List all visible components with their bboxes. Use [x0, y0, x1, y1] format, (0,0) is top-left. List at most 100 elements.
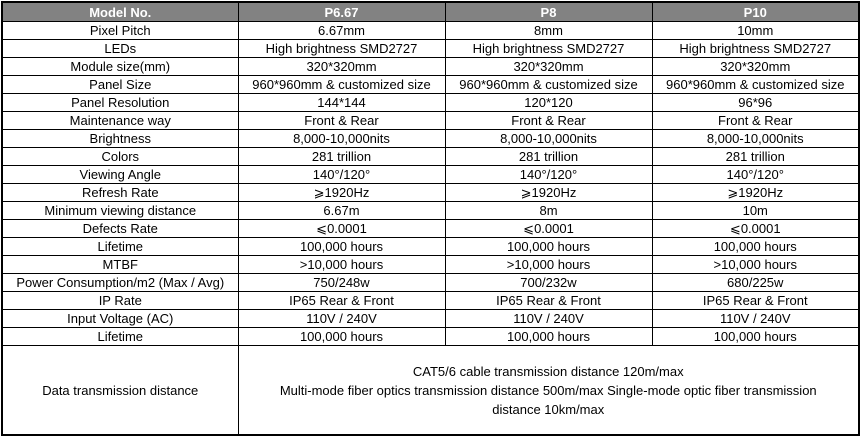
- spec-row-label: Refresh Rate: [1, 183, 239, 202]
- spec-cell: High brightness SMD2727: [237, 39, 446, 58]
- footer-row-label: Data transmission distance: [1, 345, 239, 436]
- spec-row-label: Input Voltage (AC): [1, 309, 239, 328]
- spec-cell: 8,000-10,000nits: [651, 129, 860, 148]
- spec-cell: 100,000 hours: [237, 237, 446, 256]
- table-row: Pixel Pitch 6.67mm 8mm 10mm: [1, 21, 860, 40]
- spec-cell: ⩾1920Hz: [444, 183, 653, 202]
- spec-cell: 700/232w: [444, 273, 653, 292]
- spec-row-label: Viewing Angle: [1, 165, 239, 184]
- spec-cell: 100,000 hours: [444, 327, 653, 346]
- spec-cell: 144*144: [237, 93, 446, 112]
- spec-cell: 10m: [651, 201, 860, 220]
- table-row: Module size(mm) 320*320mm 320*320mm 320*…: [1, 57, 860, 76]
- footer-row: Data transmission distance CAT5/6 cable …: [1, 345, 860, 436]
- spec-cell: 10mm: [651, 21, 860, 40]
- spec-cell: 281 trillion: [651, 147, 860, 166]
- spec-cell: Front & Rear: [651, 111, 860, 130]
- spec-row-label: Lifetime: [1, 237, 239, 256]
- spec-cell: 140°/120°: [237, 165, 446, 184]
- spec-cell: 320*320mm: [651, 57, 860, 76]
- footer-line-2: Multi-mode fiber optics transmission dis…: [279, 382, 817, 398]
- spec-row-label: Brightness: [1, 129, 239, 148]
- spec-cell: IP65 Rear & Front: [651, 291, 860, 310]
- spec-cell: 100,000 hours: [651, 327, 860, 346]
- spec-cell: High brightness SMD2727: [444, 39, 653, 58]
- spec-cell: ⩽0.0001: [444, 219, 653, 238]
- footer-line-1: CAT5/6 cable transmission distance 120m/…: [412, 363, 684, 379]
- spec-cell: >10,000 hours: [444, 255, 653, 274]
- table-row: Minimum viewing distance 6.67m 8m 10m: [1, 201, 860, 220]
- spec-row-label: Pixel Pitch: [1, 21, 239, 40]
- table-row: Defects Rate ⩽0.0001 ⩽0.0001 ⩽0.0001: [1, 219, 860, 238]
- spec-cell: 680/225w: [651, 273, 860, 292]
- spec-cell: 8,000-10,000nits: [237, 129, 446, 148]
- table-row: Panel Resolution 144*144 120*120 96*96: [1, 93, 860, 112]
- table-row: Input Voltage (AC) 110V / 240V 110V / 24…: [1, 309, 860, 328]
- spec-cell: 320*320mm: [444, 57, 653, 76]
- spec-row-label: Minimum viewing distance: [1, 201, 239, 220]
- spec-cell: 110V / 240V: [237, 309, 446, 328]
- table-row: Lifetime 100,000 hours 100,000 hours 100…: [1, 237, 860, 256]
- table-row: Refresh Rate ⩾1920Hz ⩾1920Hz ⩾1920Hz: [1, 183, 860, 202]
- spec-cell: >10,000 hours: [651, 255, 860, 274]
- spec-table-body: Pixel Pitch 6.67mm 8mm 10mm LEDs High br…: [1, 21, 860, 346]
- table-row: Panel Size 960*960mm & customized size 9…: [1, 75, 860, 94]
- table-row: MTBF >10,000 hours >10,000 hours >10,000…: [1, 255, 860, 274]
- spec-row-label: Lifetime: [1, 327, 239, 346]
- footer-line-3: distance 10km/max: [492, 401, 605, 417]
- spec-cell: 6.67m: [237, 201, 446, 220]
- header-model-p8: P8: [444, 1, 653, 22]
- spec-cell: 100,000 hours: [237, 327, 446, 346]
- table-row: LEDs High brightness SMD2727 High bright…: [1, 39, 860, 58]
- spec-row-label: Module size(mm): [1, 57, 239, 76]
- spec-row-label: Panel Resolution: [1, 93, 239, 112]
- spec-cell: 281 trillion: [444, 147, 653, 166]
- spec-cell: High brightness SMD2727: [651, 39, 860, 58]
- spec-cell: 281 trillion: [237, 147, 446, 166]
- spec-cell: 110V / 240V: [444, 309, 653, 328]
- spec-row-label: Colors: [1, 147, 239, 166]
- header-model-label: Model No.: [1, 1, 239, 22]
- spec-cell: 8m: [444, 201, 653, 220]
- spec-row-label: Power Consumption/m2 (Max / Avg): [1, 273, 239, 292]
- spec-row-label: LEDs: [1, 39, 239, 58]
- spec-cell: 750/248w: [237, 273, 446, 292]
- spec-cell: 960*960mm & customized size: [237, 75, 446, 94]
- table-row: Brightness 8,000-10,000nits 8,000-10,000…: [1, 129, 860, 148]
- spec-cell: 8,000-10,000nits: [444, 129, 653, 148]
- spec-cell: 120*120: [444, 93, 653, 112]
- spec-cell: 96*96: [651, 93, 860, 112]
- spec-cell: ⩽0.0001: [651, 219, 860, 238]
- spec-cell: ⩽0.0001: [237, 219, 446, 238]
- spec-cell: ⩾1920Hz: [651, 183, 860, 202]
- spec-cell: 140°/120°: [444, 165, 653, 184]
- spec-cell: >10,000 hours: [237, 255, 446, 274]
- header-model-p10: P10: [651, 1, 860, 22]
- spec-cell: 6.67mm: [237, 21, 446, 40]
- spec-cell: IP65 Rear & Front: [444, 291, 653, 310]
- spec-cell: 140°/120°: [651, 165, 860, 184]
- header-row: Model No. P6.67 P8 P10: [1, 1, 860, 22]
- spec-cell: 110V / 240V: [651, 309, 860, 328]
- spec-row-label: MTBF: [1, 255, 239, 274]
- spec-cell: 100,000 hours: [444, 237, 653, 256]
- spec-cell: IP65 Rear & Front: [237, 291, 446, 310]
- table-row: Lifetime 100,000 hours 100,000 hours 100…: [1, 327, 860, 346]
- table-row: Maintenance way Front & Rear Front & Rea…: [1, 111, 860, 130]
- spec-cell: 100,000 hours: [651, 237, 860, 256]
- footer-row-content: CAT5/6 cable transmission distance 120m/…: [237, 345, 860, 436]
- spec-row-label: Panel Size: [1, 75, 239, 94]
- table-row: Power Consumption/m2 (Max / Avg) 750/248…: [1, 273, 860, 292]
- spec-cell: Front & Rear: [444, 111, 653, 130]
- spec-cell: 320*320mm: [237, 57, 446, 76]
- header-model-p667: P6.67: [237, 1, 446, 22]
- spec-cell: 960*960mm & customized size: [651, 75, 860, 94]
- spec-row-label: Maintenance way: [1, 111, 239, 130]
- spec-cell: ⩾1920Hz: [237, 183, 446, 202]
- table-row: Viewing Angle 140°/120° 140°/120° 140°/1…: [1, 165, 860, 184]
- spec-table-header: Model No. P6.67 P8 P10: [1, 1, 860, 22]
- table-row: Colors 281 trillion 281 trillion 281 tri…: [1, 147, 860, 166]
- spec-row-label: IP Rate: [1, 291, 239, 310]
- spec-table: Model No. P6.67 P8 P10 Pixel Pitch 6.67m…: [1, 1, 860, 436]
